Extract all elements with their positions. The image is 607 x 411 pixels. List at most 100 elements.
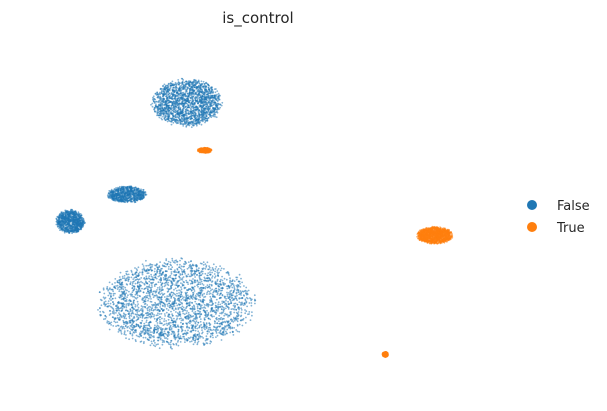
- point: [146, 316, 149, 319]
- point: [188, 316, 191, 319]
- point: [183, 103, 186, 106]
- point: [109, 302, 112, 305]
- point: [134, 304, 137, 306]
- point: [217, 285, 220, 287]
- point: [182, 306, 185, 309]
- point: [156, 287, 159, 289]
- point: [167, 106, 170, 109]
- point: [208, 92, 210, 95]
- point: [127, 290, 130, 293]
- point: [154, 92, 157, 95]
- point: [172, 343, 175, 345]
- point: [197, 281, 200, 284]
- point: [240, 307, 243, 310]
- point: [192, 100, 194, 102]
- point: [170, 339, 173, 342]
- point: [187, 273, 190, 276]
- point: [158, 302, 161, 304]
- point: [137, 324, 140, 326]
- point: [190, 115, 193, 118]
- point: [169, 294, 172, 297]
- point: [206, 274, 209, 277]
- point: [149, 344, 152, 347]
- point: [178, 266, 180, 269]
- point: [250, 302, 253, 304]
- point: [174, 98, 177, 100]
- point: [181, 80, 184, 83]
- point: [182, 105, 185, 108]
- point: [194, 300, 197, 303]
- point: [211, 271, 214, 274]
- point: [131, 273, 134, 276]
- point: [159, 332, 162, 334]
- point: [226, 328, 229, 331]
- point: [216, 109, 218, 111]
- point: [197, 340, 200, 343]
- point: [192, 111, 195, 114]
- point: [188, 124, 191, 127]
- point: [200, 116, 203, 119]
- point: [132, 326, 135, 329]
- point: [149, 316, 152, 319]
- point: [211, 307, 214, 309]
- point: [204, 312, 207, 315]
- point: [99, 310, 102, 313]
- point: [235, 278, 238, 281]
- point: [195, 122, 197, 125]
- point: [236, 303, 239, 306]
- point: [186, 267, 189, 270]
- point: [172, 333, 175, 335]
- point: [134, 273, 136, 276]
- point: [198, 98, 201, 101]
- point: [123, 274, 126, 277]
- point: [176, 99, 178, 101]
- point: [187, 329, 189, 332]
- point: [238, 297, 241, 299]
- point: [165, 106, 168, 108]
- point: [159, 98, 162, 100]
- point: [227, 300, 230, 303]
- point: [144, 296, 146, 299]
- point: [212, 115, 215, 118]
- point: [199, 110, 202, 113]
- point: [209, 328, 212, 331]
- point: [185, 317, 188, 320]
- point: [162, 271, 165, 273]
- point: [185, 124, 188, 127]
- point: [135, 331, 137, 334]
- point: [160, 92, 163, 95]
- point: [137, 303, 140, 305]
- point: [102, 311, 105, 314]
- point: [236, 276, 239, 279]
- point: [241, 281, 244, 284]
- point: [141, 297, 144, 300]
- point: [193, 285, 196, 288]
- point: [126, 322, 129, 325]
- point: [142, 342, 145, 345]
- point: [117, 281, 120, 284]
- point: [237, 311, 240, 313]
- point: [169, 346, 172, 349]
- point: [137, 308, 139, 311]
- point: [191, 310, 194, 313]
- point: [212, 290, 215, 293]
- point: [168, 302, 171, 305]
- point: [173, 309, 175, 312]
- point: [202, 80, 205, 83]
- point: [190, 113, 193, 115]
- point: [206, 284, 209, 287]
- point: [208, 266, 211, 269]
- point: [170, 328, 173, 331]
- point: [123, 327, 126, 330]
- point: [135, 288, 138, 291]
- point: [189, 322, 191, 325]
- point: [164, 86, 166, 89]
- point: [197, 283, 200, 286]
- point: [120, 278, 122, 281]
- point: [150, 103, 152, 106]
- point: [190, 267, 192, 270]
- point: [192, 278, 194, 280]
- point: [231, 330, 234, 333]
- point: [181, 103, 183, 106]
- point: [146, 285, 148, 288]
